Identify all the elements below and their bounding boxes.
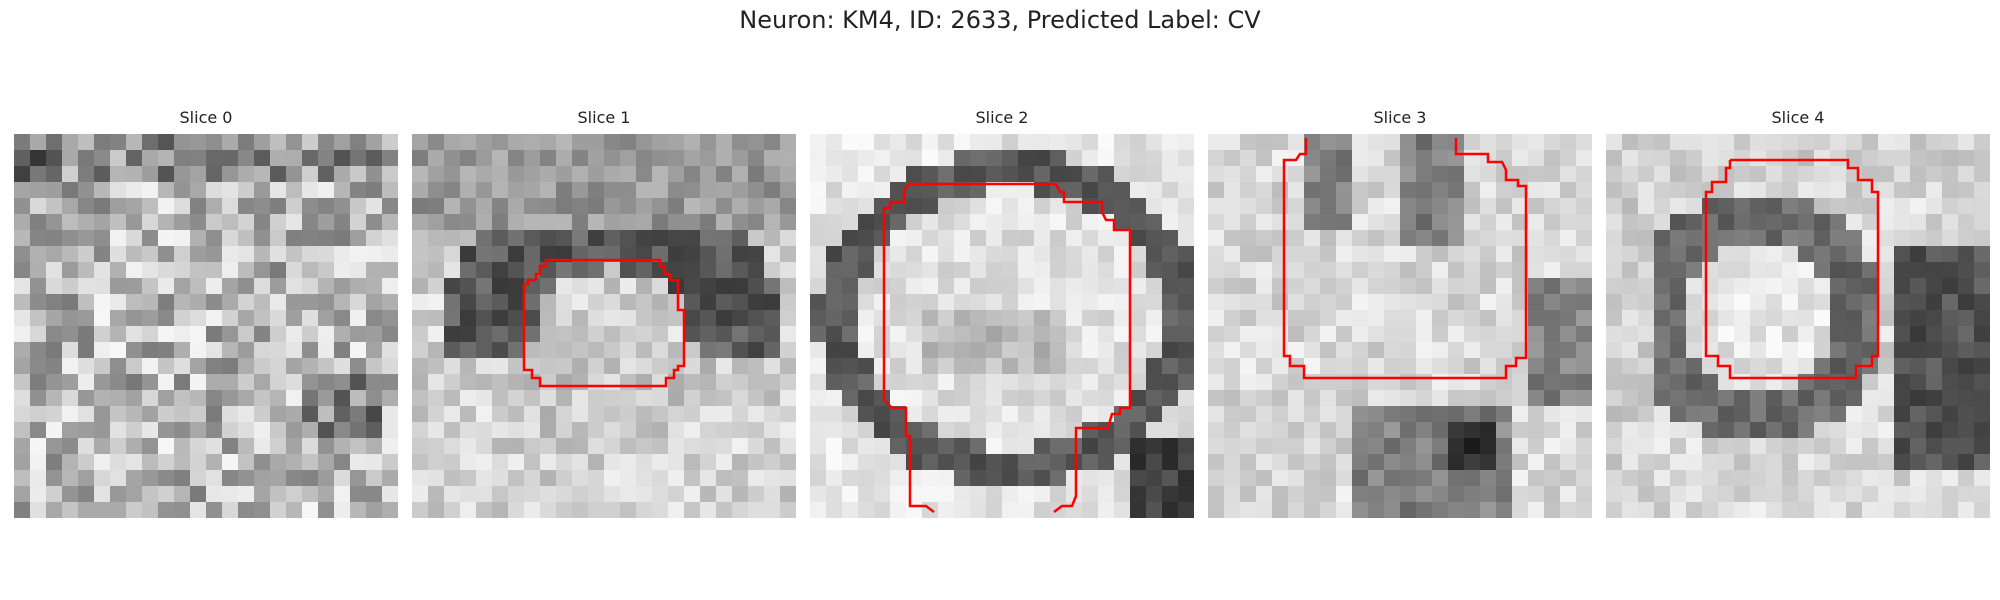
segmentation-contour bbox=[882, 182, 1132, 513]
slice-title: Slice 3 bbox=[1373, 108, 1427, 127]
slice-image bbox=[14, 134, 398, 518]
slice-pixels bbox=[14, 134, 398, 518]
slice-panel-4: Slice 4 bbox=[1606, 108, 1990, 518]
slice-title: Slice 2 bbox=[975, 108, 1029, 127]
segmentation-contour bbox=[522, 258, 686, 388]
slice-panel-3: Slice 3 bbox=[1208, 108, 1592, 518]
slice-title: Slice 4 bbox=[1771, 108, 1825, 127]
slice-panel-2: Slice 2 bbox=[810, 108, 1194, 518]
segmentation-contour bbox=[1704, 158, 1880, 380]
slice-image bbox=[1208, 134, 1592, 518]
slice-pixels bbox=[412, 134, 796, 518]
slice-panel-1: Slice 1 bbox=[412, 108, 796, 518]
segmentation-contour bbox=[1282, 138, 1528, 380]
slice-image bbox=[1606, 134, 1990, 518]
figure-title: Neuron: KM4, ID: 2633, Predicted Label: … bbox=[739, 6, 1261, 34]
slice-image bbox=[412, 134, 796, 518]
slice-panel-0: Slice 0 bbox=[14, 108, 398, 518]
slice-pixels bbox=[810, 134, 1194, 518]
slice-image bbox=[810, 134, 1194, 518]
slice-title: Slice 0 bbox=[179, 108, 233, 127]
slice-title: Slice 1 bbox=[577, 108, 631, 127]
